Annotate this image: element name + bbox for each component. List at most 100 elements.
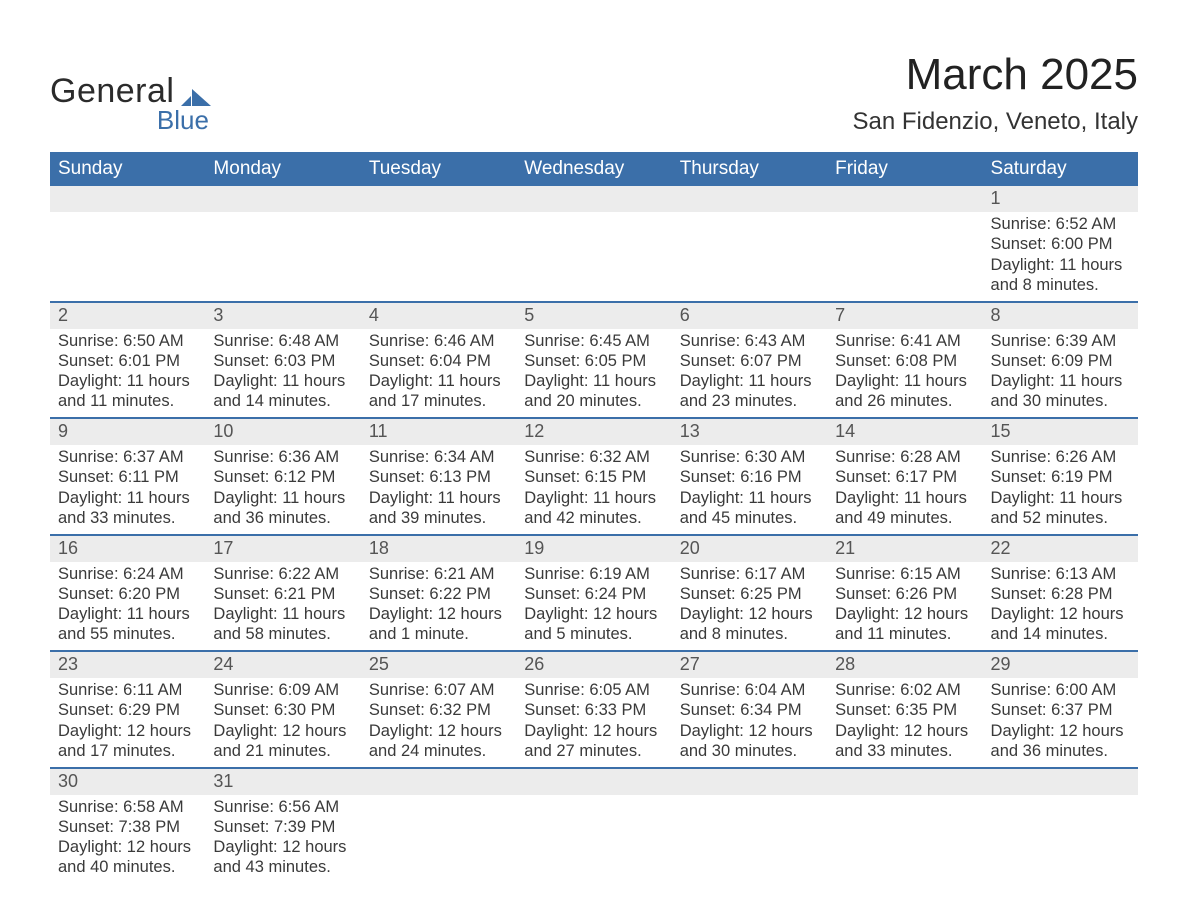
day-number: 16 bbox=[50, 536, 205, 562]
daylight-text: Daylight: 11 hours and 42 minutes. bbox=[524, 488, 663, 528]
col-tuesday: Tuesday bbox=[361, 152, 516, 186]
day-number: 12 bbox=[516, 419, 671, 445]
day-number: 28 bbox=[827, 652, 982, 678]
col-sunday: Sunday bbox=[50, 152, 205, 186]
day-content bbox=[361, 795, 516, 883]
day-content: Sunrise: 6:19 AMSunset: 6:24 PMDaylight:… bbox=[516, 562, 671, 651]
calendar-week-content: Sunrise: 6:11 AMSunset: 6:29 PMDaylight:… bbox=[50, 678, 1138, 768]
sunset-text: Sunset: 7:39 PM bbox=[213, 817, 352, 837]
daylight-text: Daylight: 11 hours and 20 minutes. bbox=[524, 371, 663, 411]
daylight-text: Daylight: 12 hours and 1 minute. bbox=[369, 604, 508, 644]
sunrise-text: Sunrise: 6:07 AM bbox=[369, 680, 508, 700]
sunrise-text: Sunrise: 6:48 AM bbox=[213, 331, 352, 351]
day-content: Sunrise: 6:30 AMSunset: 6:16 PMDaylight:… bbox=[672, 445, 827, 534]
sunset-text: Sunset: 6:21 PM bbox=[213, 584, 352, 604]
logo: General Blue bbox=[50, 72, 211, 136]
day-number: 30 bbox=[50, 769, 205, 795]
day-content: Sunrise: 6:04 AMSunset: 6:34 PMDaylight:… bbox=[672, 678, 827, 767]
day-number: 5 bbox=[516, 303, 671, 329]
day-content bbox=[205, 212, 360, 300]
sunset-text: Sunset: 6:05 PM bbox=[524, 351, 663, 371]
day-content: Sunrise: 6:17 AMSunset: 6:25 PMDaylight:… bbox=[672, 562, 827, 651]
day-number: 8 bbox=[983, 303, 1138, 329]
day-number bbox=[516, 769, 671, 795]
sunset-text: Sunset: 6:03 PM bbox=[213, 351, 352, 371]
daylight-text: Daylight: 12 hours and 17 minutes. bbox=[58, 721, 197, 761]
day-content: Sunrise: 6:36 AMSunset: 6:12 PMDaylight:… bbox=[205, 445, 360, 534]
day-number bbox=[827, 186, 982, 212]
day-content: Sunrise: 6:58 AMSunset: 7:38 PMDaylight:… bbox=[50, 795, 205, 884]
day-content: Sunrise: 6:39 AMSunset: 6:09 PMDaylight:… bbox=[983, 329, 1138, 418]
daylight-text: Daylight: 11 hours and 23 minutes. bbox=[680, 371, 819, 411]
day-content bbox=[516, 212, 671, 300]
day-content: Sunrise: 6:11 AMSunset: 6:29 PMDaylight:… bbox=[50, 678, 205, 767]
day-content: Sunrise: 6:22 AMSunset: 6:21 PMDaylight:… bbox=[205, 562, 360, 651]
day-number: 15 bbox=[983, 419, 1138, 445]
sunrise-text: Sunrise: 6:43 AM bbox=[680, 331, 819, 351]
day-number: 23 bbox=[50, 652, 205, 678]
sunrise-text: Sunrise: 6:50 AM bbox=[58, 331, 197, 351]
day-number: 14 bbox=[827, 419, 982, 445]
daylight-text: Daylight: 12 hours and 8 minutes. bbox=[680, 604, 819, 644]
day-content: Sunrise: 6:41 AMSunset: 6:08 PMDaylight:… bbox=[827, 329, 982, 418]
daylight-text: Daylight: 12 hours and 40 minutes. bbox=[58, 837, 197, 877]
sunrise-text: Sunrise: 6:37 AM bbox=[58, 447, 197, 467]
daylight-text: Daylight: 12 hours and 11 minutes. bbox=[835, 604, 974, 644]
day-number: 25 bbox=[361, 652, 516, 678]
day-content: Sunrise: 6:50 AMSunset: 6:01 PMDaylight:… bbox=[50, 329, 205, 418]
calendar-week-numbers: 16171819202122 bbox=[50, 535, 1138, 562]
daylight-text: Daylight: 12 hours and 24 minutes. bbox=[369, 721, 508, 761]
sunrise-text: Sunrise: 6:19 AM bbox=[524, 564, 663, 584]
day-content: Sunrise: 6:28 AMSunset: 6:17 PMDaylight:… bbox=[827, 445, 982, 534]
calendar-week-content: Sunrise: 6:50 AMSunset: 6:01 PMDaylight:… bbox=[50, 329, 1138, 419]
sunrise-text: Sunrise: 6:52 AM bbox=[991, 214, 1130, 234]
daylight-text: Daylight: 11 hours and 30 minutes. bbox=[991, 371, 1130, 411]
day-content bbox=[516, 795, 671, 883]
sunset-text: Sunset: 6:35 PM bbox=[835, 700, 974, 720]
daylight-text: Daylight: 11 hours and 33 minutes. bbox=[58, 488, 197, 528]
daylight-text: Daylight: 11 hours and 49 minutes. bbox=[835, 488, 974, 528]
daylight-text: Daylight: 11 hours and 14 minutes. bbox=[213, 371, 352, 411]
daylight-text: Daylight: 11 hours and 55 minutes. bbox=[58, 604, 197, 644]
day-number bbox=[361, 186, 516, 212]
location-text: San Fidenzio, Veneto, Italy bbox=[852, 108, 1138, 136]
sunset-text: Sunset: 6:15 PM bbox=[524, 467, 663, 487]
sunrise-text: Sunrise: 6:11 AM bbox=[58, 680, 197, 700]
sunrise-text: Sunrise: 6:28 AM bbox=[835, 447, 974, 467]
day-number bbox=[672, 769, 827, 795]
sunrise-text: Sunrise: 6:02 AM bbox=[835, 680, 974, 700]
day-number: 7 bbox=[827, 303, 982, 329]
sunrise-text: Sunrise: 6:36 AM bbox=[213, 447, 352, 467]
day-content bbox=[672, 795, 827, 883]
calendar-week-numbers: 1 bbox=[50, 186, 1138, 212]
sunrise-text: Sunrise: 6:56 AM bbox=[213, 797, 352, 817]
sunset-text: Sunset: 6:26 PM bbox=[835, 584, 974, 604]
daylight-text: Daylight: 11 hours and 11 minutes. bbox=[58, 371, 197, 411]
sunset-text: Sunset: 6:09 PM bbox=[991, 351, 1130, 371]
day-content: Sunrise: 6:45 AMSunset: 6:05 PMDaylight:… bbox=[516, 329, 671, 418]
day-number: 29 bbox=[983, 652, 1138, 678]
sunrise-text: Sunrise: 6:17 AM bbox=[680, 564, 819, 584]
day-number: 9 bbox=[50, 419, 205, 445]
day-content: Sunrise: 6:02 AMSunset: 6:35 PMDaylight:… bbox=[827, 678, 982, 767]
day-number: 27 bbox=[672, 652, 827, 678]
day-content: Sunrise: 6:07 AMSunset: 6:32 PMDaylight:… bbox=[361, 678, 516, 767]
calendar-week-content: Sunrise: 6:37 AMSunset: 6:11 PMDaylight:… bbox=[50, 445, 1138, 535]
sunset-text: Sunset: 6:22 PM bbox=[369, 584, 508, 604]
day-number: 18 bbox=[361, 536, 516, 562]
page-title: March 2025 bbox=[852, 50, 1138, 100]
sunset-text: Sunset: 6:04 PM bbox=[369, 351, 508, 371]
calendar-week-numbers: 2345678 bbox=[50, 302, 1138, 329]
sunset-text: Sunset: 6:25 PM bbox=[680, 584, 819, 604]
day-content: Sunrise: 6:26 AMSunset: 6:19 PMDaylight:… bbox=[983, 445, 1138, 534]
day-number: 31 bbox=[205, 769, 360, 795]
sunset-text: Sunset: 6:34 PM bbox=[680, 700, 819, 720]
day-number bbox=[516, 186, 671, 212]
daylight-text: Daylight: 11 hours and 52 minutes. bbox=[991, 488, 1130, 528]
sunset-text: Sunset: 7:38 PM bbox=[58, 817, 197, 837]
day-content: Sunrise: 6:09 AMSunset: 6:30 PMDaylight:… bbox=[205, 678, 360, 767]
day-content: Sunrise: 6:48 AMSunset: 6:03 PMDaylight:… bbox=[205, 329, 360, 418]
calendar-week-numbers: 3031 bbox=[50, 768, 1138, 795]
sunset-text: Sunset: 6:20 PM bbox=[58, 584, 197, 604]
daylight-text: Daylight: 12 hours and 21 minutes. bbox=[213, 721, 352, 761]
